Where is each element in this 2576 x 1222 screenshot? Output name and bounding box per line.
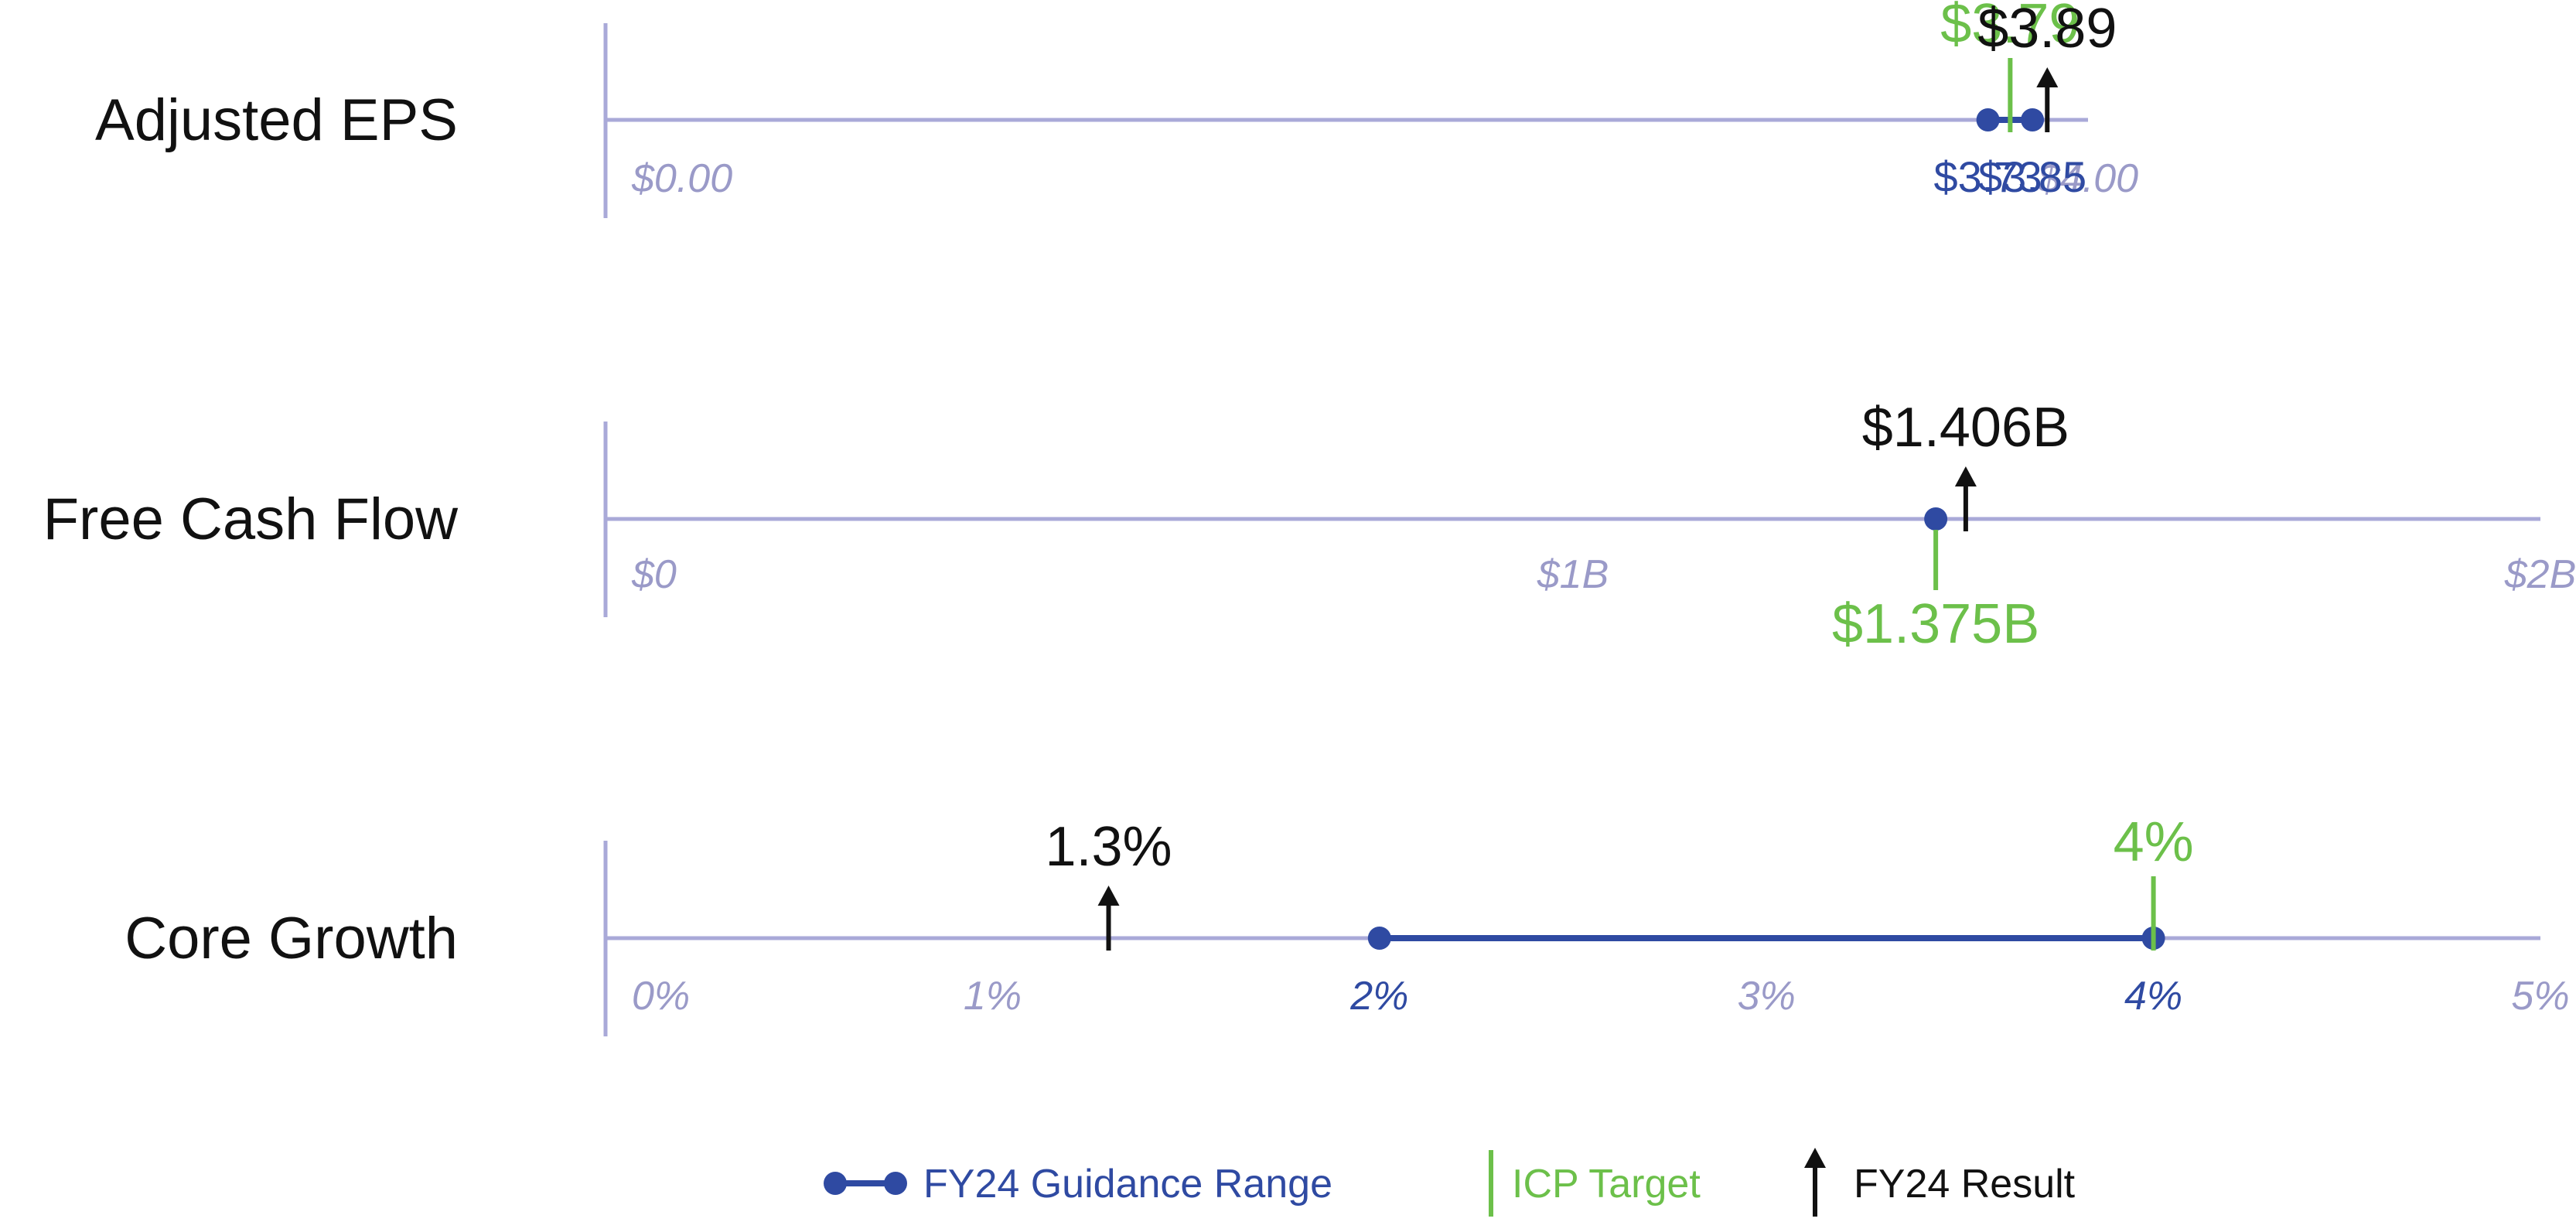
row-1-guidance-low-label: $3.73 (1934, 152, 2042, 201)
row-2-tick-label: $1B (1537, 552, 1609, 597)
row-2-icp-label: $1.375B (1832, 593, 2039, 655)
legend-guidance-swatch-low (824, 1172, 847, 1195)
row-1-tick-label: $4.00 (2037, 156, 2138, 201)
row-3-tick-label: 5% (2511, 974, 2569, 1019)
row-2-tick-label: $0 (631, 552, 677, 597)
legend-result-label: FY24 Result (1854, 1162, 2076, 1207)
row-3-tick-label: 3% (1738, 974, 1796, 1019)
row-1-guidance-high-label: $3.85 (1978, 152, 2086, 201)
row-1-result-arrow-head (2036, 67, 2059, 87)
row-1-icp-label: $3.79 (1940, 0, 2080, 55)
row-3-label: Core Growth (125, 906, 458, 971)
row-3-icp-label: 4% (2114, 811, 2194, 873)
row-1-guidance-high-point (2021, 108, 2045, 131)
row-2-result-label: $1.406B (1862, 397, 2069, 459)
legend-result-swatch-head (1804, 1148, 1826, 1168)
row-3-tick-label: 1% (964, 974, 1022, 1019)
legend-icp-label: ICP Target (1512, 1162, 1701, 1207)
legend-guidance-label: FY24 Guidance Range (923, 1162, 1332, 1207)
row-3-result-label: 1.3% (1045, 816, 1172, 878)
row-3-tick-label: 4% (2124, 974, 2182, 1019)
row-3-guidance-low-point (1367, 927, 1391, 950)
row-2-label: Free Cash Flow (43, 486, 459, 552)
row-1-result-label: $3.89 (1977, 0, 2117, 60)
row-3-tick-label: 2% (1349, 974, 1408, 1019)
row-2-tick-label: $2B (2504, 552, 2576, 597)
row-2-guidance-low-point (1924, 507, 1948, 531)
row-1-label: Adjusted EPS (95, 87, 458, 153)
row-3-result-arrow-head (1097, 886, 1120, 906)
row-1-guidance-low-point (1976, 108, 2000, 131)
row-2-result-arrow-head (1954, 466, 1977, 486)
legend-guidance-swatch-high (884, 1172, 907, 1195)
row-3-tick-label: 0% (632, 974, 690, 1019)
row-1-tick-label: $0.00 (631, 156, 732, 201)
